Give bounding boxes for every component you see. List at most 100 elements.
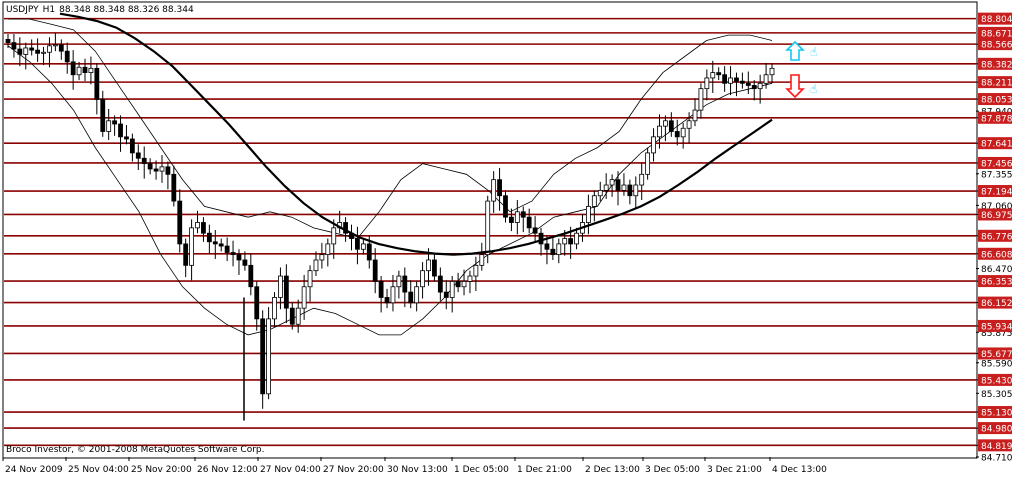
- candle-body-89: [532, 227, 538, 234]
- level-label-bg-15: [978, 319, 1012, 332]
- candle-body-17: [106, 120, 112, 132]
- candle-body-27: [165, 166, 171, 175]
- level-label-12: 86.608: [981, 250, 1013, 260]
- candle-body-3: [23, 47, 29, 55]
- candle-body-115: [686, 120, 692, 129]
- y-tick-label-20: 85.590: [981, 359, 1013, 369]
- candle-body-13: [82, 66, 88, 73]
- level-label-bg-16: [978, 347, 1012, 360]
- candle-body-74: [443, 291, 449, 298]
- candle-body-88: [526, 216, 532, 229]
- candle-body-47: [283, 275, 289, 309]
- arrow-up-icon: [785, 40, 805, 61]
- candle-body-72: [432, 259, 437, 277]
- y-tick-label-10: 87.060: [981, 202, 1013, 212]
- x-tick-label-6: 30 Nov 13:00: [387, 465, 448, 475]
- candle-body-124: [739, 80, 745, 84]
- candle-body-69: [414, 286, 420, 304]
- candle-body-113: [674, 131, 680, 138]
- moving-average: [59, 12, 773, 256]
- candle-body-1: [11, 42, 17, 50]
- candle-body-25: [153, 168, 159, 172]
- candle-body-40: [242, 259, 248, 266]
- level-label-bg-17: [978, 373, 1012, 386]
- header-symbol: USDJPY: [6, 5, 39, 15]
- y-tick-label-18: 85.875: [981, 329, 1013, 339]
- level-labels: 88.804 88.671 88.566 88.382 88.211 88.053 87.8…: [978, 12, 1013, 452]
- candle-body-80: [479, 254, 485, 266]
- candle-body-108: [645, 152, 651, 175]
- candle-body-119: [710, 72, 716, 79]
- x-tick-label-10: 3 Dec 05:00: [645, 465, 700, 475]
- candle-body-125: [745, 82, 751, 86]
- candle-body-77: [461, 280, 467, 288]
- candle-body-109: [651, 136, 656, 154]
- level-label-14: 86.152: [981, 299, 1013, 309]
- x-tick-label-7: 1 Dec 05:00: [454, 465, 509, 475]
- level-label-bg-0: [978, 12, 1012, 25]
- candle-body-9: [58, 44, 64, 52]
- candle-body-21: [129, 138, 135, 154]
- candle-body-94: [562, 238, 568, 245]
- level-label-11: 86.776: [981, 232, 1013, 242]
- candle-body-106: [633, 184, 639, 197]
- x-tick-label-4: 27 Nov 04:00: [260, 465, 321, 475]
- candle-body-91: [544, 243, 550, 250]
- level-label-bg-5: [978, 93, 1012, 106]
- candle-body-126: [751, 85, 757, 90]
- level-label-13: 86.353: [981, 278, 1013, 288]
- candle-body-35: [212, 241, 218, 245]
- candle-body-122: [728, 77, 733, 84]
- candle-body-127: [757, 82, 763, 90]
- candle-body-79: [473, 264, 479, 277]
- x-tick-label-11: 3 Dec 21:00: [707, 465, 762, 475]
- candle-body-38: [230, 252, 236, 256]
- candle-body-0: [5, 39, 11, 44]
- level-label-3: 88.382: [981, 60, 1013, 70]
- candle-body-129: [769, 67, 775, 76]
- level-label-bg-2: [978, 38, 1012, 51]
- x-tick-label-12: 4 Dec 13:00: [772, 465, 827, 475]
- level-label-bg-3: [978, 57, 1012, 70]
- candle-body-49: [295, 307, 301, 325]
- candle-body-51: [307, 270, 313, 288]
- candle-body-123: [734, 77, 739, 82]
- candle-body-5: [35, 49, 41, 54]
- bollinger-bands: [7, 18, 773, 336]
- level-label-8: 87.456: [981, 159, 1013, 169]
- level-label-15: 85.934: [981, 322, 1013, 332]
- candle-body-76: [455, 280, 461, 288]
- candles: [5, 32, 775, 421]
- candle-body-110: [657, 125, 662, 138]
- candle-body-118: [704, 77, 710, 90]
- candle-body-68: [408, 291, 414, 304]
- x-tick-label-8: 1 Dec 21:00: [517, 465, 572, 475]
- header-timeframe: H1: [43, 5, 56, 15]
- level-label-5: 88.053: [981, 96, 1013, 106]
- candle-body-101: [603, 184, 609, 191]
- candle-body-54: [325, 243, 331, 256]
- candle-body-26: [159, 166, 165, 172]
- candle-body-45: [272, 297, 277, 320]
- candle-body-22: [135, 152, 141, 159]
- candle-body-42: [254, 286, 260, 320]
- candle-body-105: [627, 184, 633, 197]
- level-label-7: 87.641: [981, 140, 1013, 150]
- candle-body-50: [301, 286, 307, 309]
- candle-body-28: [171, 173, 177, 202]
- band-upper: [8, 18, 773, 240]
- level-label-18: 85.130: [981, 409, 1013, 419]
- candle-body-95: [568, 238, 574, 245]
- candle-body-15: [94, 67, 100, 100]
- candle-body-48: [289, 307, 295, 325]
- x-axis-ticks: 24 Nov 2009 25 Nov 04:00 25 Nov 20:00 26 No…: [2, 457, 827, 475]
- candle-body-19: [118, 123, 123, 138]
- level-label-9: 87.194: [981, 188, 1013, 198]
- level-label-19: 84.980: [981, 425, 1013, 435]
- level-label-bg-10: [978, 208, 1012, 221]
- candle-body-98: [586, 206, 591, 223]
- candle-body-18: [112, 120, 118, 125]
- candle-body-64: [384, 297, 390, 304]
